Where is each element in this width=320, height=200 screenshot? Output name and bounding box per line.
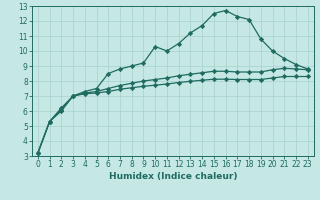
X-axis label: Humidex (Indice chaleur): Humidex (Indice chaleur) [108, 172, 237, 181]
